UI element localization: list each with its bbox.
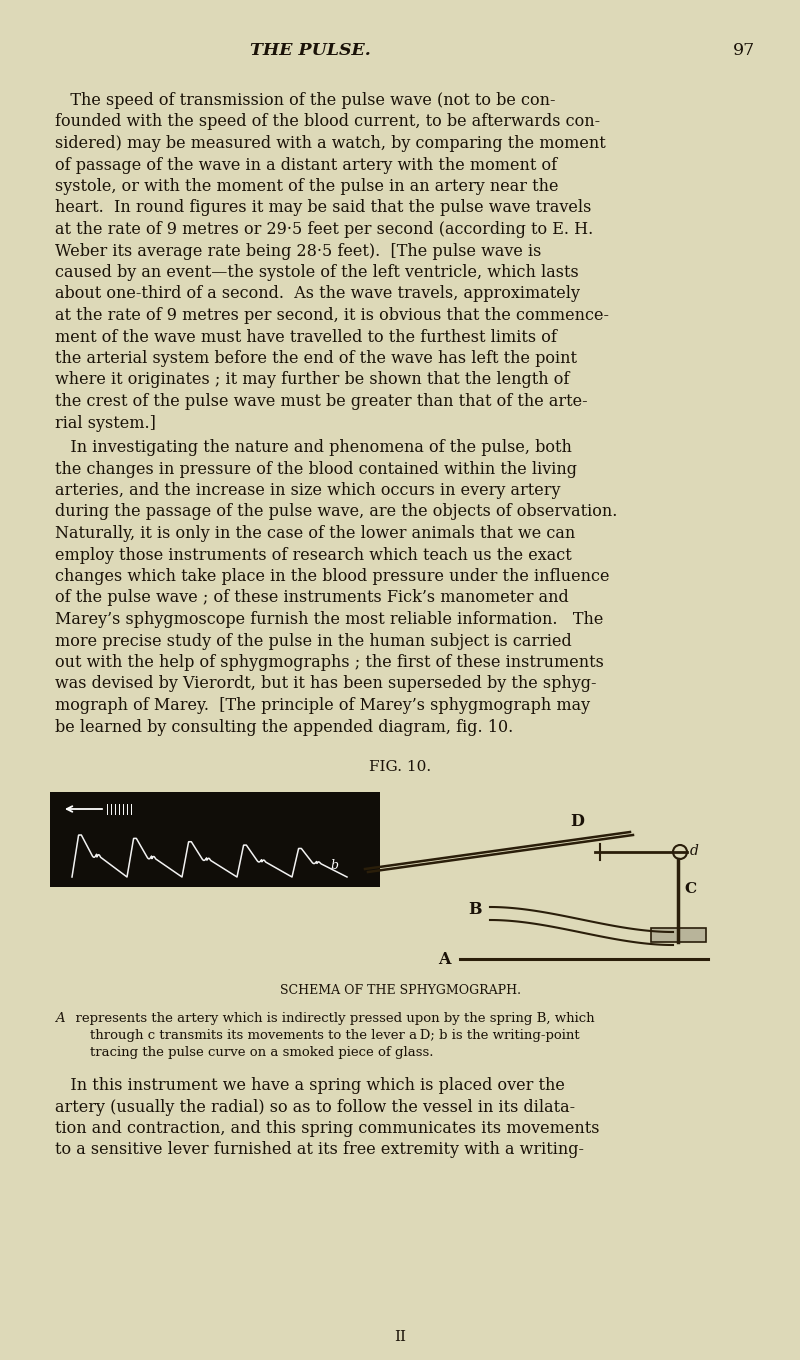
Text: tion and contraction, and this spring communicates its movements: tion and contraction, and this spring co… <box>55 1121 599 1137</box>
Text: sidered) may be measured with a watch, by comparing the moment: sidered) may be measured with a watch, b… <box>55 135 606 152</box>
Text: C: C <box>684 883 696 896</box>
Text: changes which take place in the blood pressure under the influence: changes which take place in the blood pr… <box>55 568 610 585</box>
Text: more precise study of the pulse in the human subject is carried: more precise study of the pulse in the h… <box>55 632 572 650</box>
Text: Weber its average rate being 28·5 feet).  [The pulse wave is: Weber its average rate being 28·5 feet).… <box>55 242 542 260</box>
Bar <box>50 792 380 887</box>
Text: SCHEMA OF THE SPHYGMOGRAPH.: SCHEMA OF THE SPHYGMOGRAPH. <box>279 985 521 997</box>
Text: In this instrument we have a spring which is placed over the: In this instrument we have a spring whic… <box>55 1077 565 1093</box>
Text: where it originates ; it may further be shown that the length of: where it originates ; it may further be … <box>55 371 570 389</box>
Text: Naturally, it is only in the case of the lower animals that we can: Naturally, it is only in the case of the… <box>55 525 575 543</box>
Text: the crest of the pulse wave must be greater than that of the arte-: the crest of the pulse wave must be grea… <box>55 393 588 409</box>
Text: about one-third of a second.  As the wave travels, approximately: about one-third of a second. As the wave… <box>55 286 580 302</box>
Text: employ those instruments of research which teach us the exact: employ those instruments of research whi… <box>55 547 572 563</box>
Text: out with the help of sphygmographs ; the first of these instruments: out with the help of sphygmographs ; the… <box>55 654 604 670</box>
Text: D: D <box>570 813 584 830</box>
Text: d: d <box>690 845 699 858</box>
Text: the changes in pressure of the blood contained within the living: the changes in pressure of the blood con… <box>55 461 577 477</box>
Text: of passage of the wave in a distant artery with the moment of: of passage of the wave in a distant arte… <box>55 156 557 174</box>
Text: artery (usually the radial) so as to follow the vessel in its dilata-: artery (usually the radial) so as to fol… <box>55 1099 575 1115</box>
Text: systole, or with the moment of the pulse in an artery near the: systole, or with the moment of the pulse… <box>55 178 558 194</box>
Text: tracing the pulse curve on a smoked piece of glass.: tracing the pulse curve on a smoked piec… <box>73 1046 434 1059</box>
Text: In investigating the nature and phenomena of the pulse, both: In investigating the nature and phenomen… <box>55 439 572 456</box>
Text: at the rate of 9 metres or 29·5 feet per second (according to E. H.: at the rate of 9 metres or 29·5 feet per… <box>55 220 594 238</box>
Text: A: A <box>438 951 450 968</box>
Text: 97: 97 <box>733 42 755 58</box>
Text: b: b <box>330 860 338 872</box>
Text: heart.  In round figures it may be said that the pulse wave travels: heart. In round figures it may be said t… <box>55 200 591 216</box>
Text: FIG. 10.: FIG. 10. <box>369 760 431 774</box>
Text: caused by an event—the systole of the left ventricle, which lasts: caused by an event—the systole of the le… <box>55 264 578 282</box>
Text: A: A <box>55 1012 65 1025</box>
Text: ment of the wave must have travelled to the furthest limits of: ment of the wave must have travelled to … <box>55 329 557 345</box>
Text: be learned by consulting the appended diagram, fig. 10.: be learned by consulting the appended di… <box>55 718 514 736</box>
Text: represents the artery which is indirectly pressed upon by the spring B, which: represents the artery which is indirectl… <box>67 1012 594 1025</box>
Text: rial system.]: rial system.] <box>55 415 156 431</box>
Text: through c transmits its movements to the lever a D; b is the writing-point: through c transmits its movements to the… <box>73 1030 580 1042</box>
Text: Marey’s sphygmoscope furnish the most reliable information.   The: Marey’s sphygmoscope furnish the most re… <box>55 611 603 628</box>
Text: at the rate of 9 metres per second, it is obvious that the commence-: at the rate of 9 metres per second, it i… <box>55 307 609 324</box>
Text: mograph of Marey.  [The principle of Marey’s sphygmograph may: mograph of Marey. [The principle of Mare… <box>55 696 590 714</box>
Text: arteries, and the increase in size which occurs in every artery: arteries, and the increase in size which… <box>55 481 561 499</box>
Text: the arterial system before the end of the wave has left the point: the arterial system before the end of th… <box>55 350 577 367</box>
Text: of the pulse wave ; of these instruments Fick’s manometer and: of the pulse wave ; of these instruments… <box>55 589 569 607</box>
Circle shape <box>673 845 687 860</box>
Text: The speed of transmission of the pulse wave (not to be con-: The speed of transmission of the pulse w… <box>55 92 555 109</box>
Text: founded with the speed of the blood current, to be afterwards con-: founded with the speed of the blood curr… <box>55 113 600 131</box>
Text: to a sensitive lever furnished at its free extremity with a writing-: to a sensitive lever furnished at its fr… <box>55 1141 584 1159</box>
Text: B: B <box>468 900 482 918</box>
Text: THE PULSE.: THE PULSE. <box>250 42 370 58</box>
Text: was devised by Vierordt, but it has been superseded by the sphyg-: was devised by Vierordt, but it has been… <box>55 676 597 692</box>
Text: during the passage of the pulse wave, are the objects of observation.: during the passage of the pulse wave, ar… <box>55 503 618 521</box>
Bar <box>651 928 706 942</box>
Text: II: II <box>394 1330 406 1344</box>
